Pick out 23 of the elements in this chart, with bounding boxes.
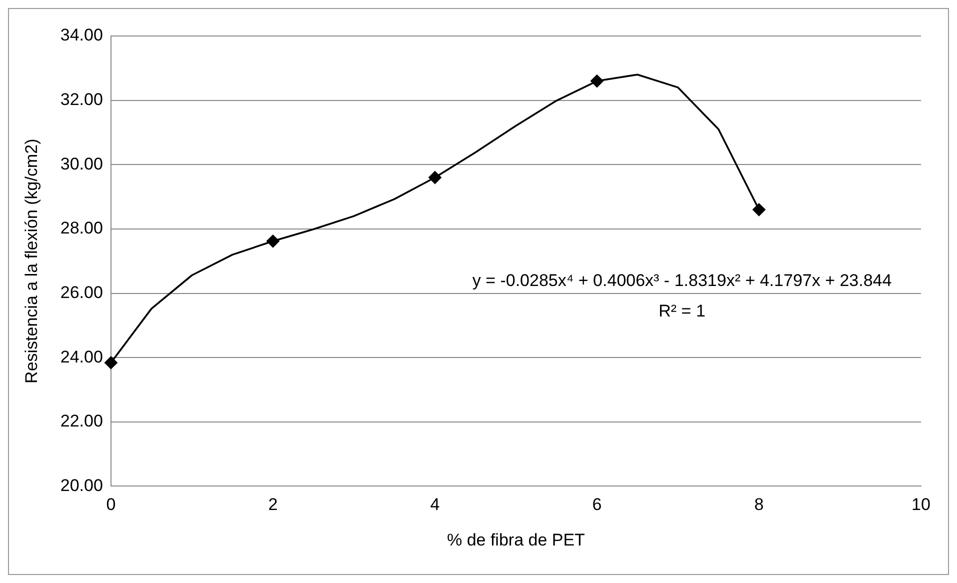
- x-tick-label: 10: [912, 495, 930, 514]
- x-tick-label: 8: [754, 495, 764, 514]
- point: [590, 74, 604, 88]
- x-tick-label: 4: [430, 495, 440, 514]
- y-axis-title: Resistencia a la flexión (kg/cm2): [22, 138, 41, 384]
- point: [266, 234, 280, 248]
- y-tick-label: 20.00: [60, 476, 103, 495]
- x-axis-title: % de fibra de PET: [446, 530, 585, 550]
- y-tick-label: 26.00: [60, 282, 103, 302]
- x-tick-label: 0: [106, 495, 116, 514]
- y-tick-label: 30.00: [60, 154, 103, 174]
- y-tick-label: 22.00: [60, 412, 103, 431]
- x-tick-label: 2: [268, 495, 278, 514]
- point: [428, 170, 442, 184]
- annotation: y = -0.0285x⁴ + 0.4006x³ - 1.8319x² + 4.1797x + 23.844: [472, 271, 892, 290]
- y-tick-label: 34.00: [60, 26, 103, 45]
- x-tick-label: 6: [592, 495, 602, 514]
- point: [104, 356, 118, 370]
- point: [752, 203, 766, 216]
- y-tick-label: 24.00: [60, 347, 103, 366]
- y-tick-label: 28.00: [60, 218, 103, 238]
- annotation: R² = 1: [658, 302, 706, 321]
- y-tick-label: 32.00: [60, 90, 103, 109]
